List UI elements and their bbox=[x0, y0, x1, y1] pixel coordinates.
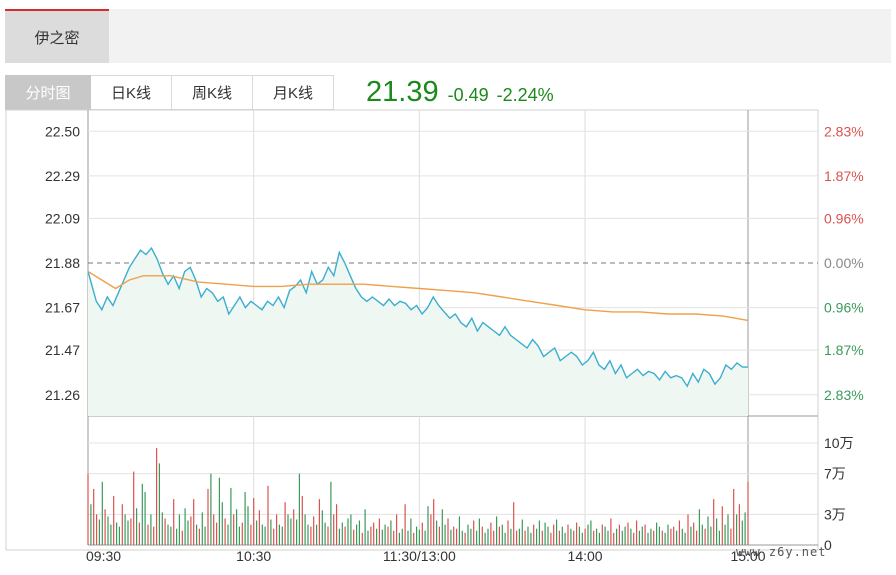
stock-tab-bar bbox=[5, 9, 891, 63]
price-tick-label: 21.67 bbox=[45, 300, 80, 316]
average-price-line bbox=[87, 270, 749, 322]
percent-tick-label: 0.96% bbox=[824, 210, 864, 226]
price-tick-label: 22.29 bbox=[45, 168, 80, 184]
price-change: -0.49 bbox=[447, 85, 489, 105]
price-tick-label: 21.26 bbox=[45, 387, 80, 403]
chart-type-tabs: 分时图 日K线 周K线 月K线 bbox=[5, 75, 334, 110]
volume-tick-label: 3万 bbox=[824, 506, 846, 522]
time-tick-label: 09:30 bbox=[86, 548, 121, 564]
time-tick-label: 11:30/13:00 bbox=[383, 548, 456, 564]
price-line bbox=[87, 246, 748, 388]
volume-tick-label: 7万 bbox=[824, 466, 846, 482]
price-quote: 21.39 -0.49 -2.24% bbox=[366, 76, 554, 110]
price-change-percent: -2.24% bbox=[496, 85, 554, 105]
percent-tick-label: 0.96% bbox=[824, 300, 864, 316]
chart-frame bbox=[5, 109, 819, 551]
price-tick-label: 21.88 bbox=[45, 255, 80, 271]
watermark: www.z6y.net bbox=[736, 545, 827, 559]
price-tick-label: 21.47 bbox=[45, 342, 80, 358]
percent-tick-label: 1.87% bbox=[824, 342, 864, 358]
tab-monthly-k[interactable]: 月K线 bbox=[253, 75, 334, 110]
volume-tick-label: 0 bbox=[824, 537, 832, 553]
percent-tick-label: 1.87% bbox=[824, 168, 864, 184]
percent-tick-label: 2.83% bbox=[824, 123, 864, 139]
current-price: 21.39 bbox=[366, 76, 439, 108]
price-area-fill bbox=[88, 248, 748, 416]
tab-intraday[interactable]: 分时图 bbox=[5, 75, 91, 110]
percent-tick-label: 2.83% bbox=[824, 387, 864, 403]
time-tick-label: 14:00 bbox=[568, 548, 603, 564]
tab-daily-k[interactable]: 日K线 bbox=[91, 75, 172, 110]
stock-name-tab[interactable]: 伊之密 bbox=[5, 9, 109, 63]
time-tick-label: 15:00 bbox=[730, 548, 765, 564]
price-tick-label: 22.50 bbox=[45, 123, 80, 139]
tab-weekly-k[interactable]: 周K线 bbox=[172, 75, 253, 110]
time-tick-label: 10:30 bbox=[236, 548, 271, 564]
percent-tick-label: 0.00% bbox=[824, 255, 864, 271]
price-tick-label: 22.09 bbox=[45, 210, 80, 226]
volume-tick-label: 10万 bbox=[824, 435, 854, 451]
